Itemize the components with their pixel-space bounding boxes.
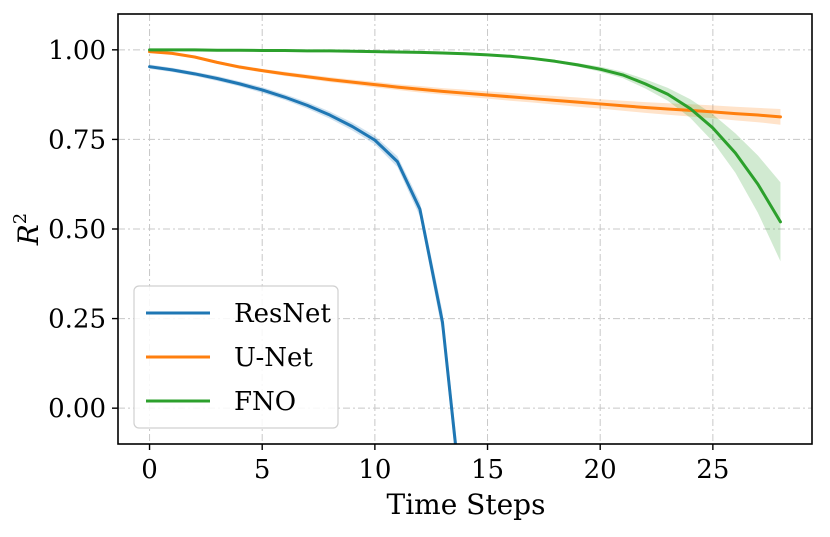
legend-box (133, 285, 339, 429)
y-tick-label: 0.00 (48, 394, 106, 424)
x-tick-label: 0 (141, 455, 158, 485)
x-tick-label: 20 (584, 455, 617, 485)
y-tick-label: 0.50 (48, 215, 106, 245)
x-axis-ticks: 0 5 10 15 20 25 (141, 444, 729, 485)
x-tick-label: 15 (471, 455, 504, 485)
x-tick-label: 10 (358, 455, 391, 485)
y-tick-label: 0.75 (48, 125, 106, 155)
line-u-net (148, 50, 782, 119)
x-axis-label: Time Steps (387, 488, 546, 521)
y-tick-label: 1.00 (48, 36, 106, 66)
y-tick-label: 0.25 (48, 305, 106, 335)
legend-label-resnet: ResNet (234, 299, 331, 329)
line-resnet (148, 65, 457, 444)
line-fno (148, 48, 782, 224)
legend-label-fno: FNO (234, 387, 296, 417)
series-lines (148, 48, 782, 444)
legend-label-u-net: U-Net (234, 343, 313, 373)
y-axis-label: R2 (10, 213, 45, 247)
x-tick-label: 5 (254, 455, 271, 485)
x-tick-label: 25 (696, 455, 729, 485)
y-axis-ticks: 0.00 0.25 0.50 0.75 1.00 (48, 36, 118, 424)
legend: ResNet U-Net FNO (133, 285, 339, 429)
